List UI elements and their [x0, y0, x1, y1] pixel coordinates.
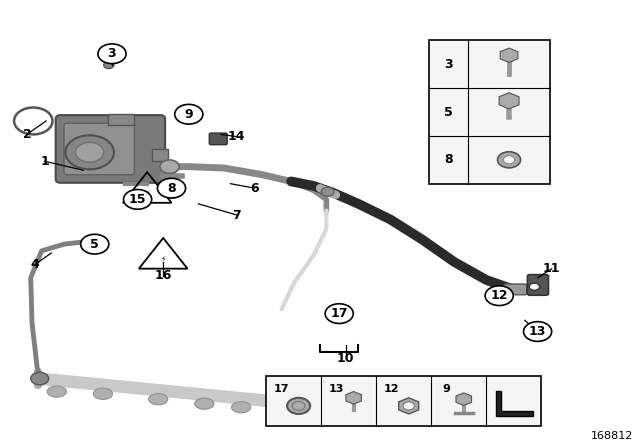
Text: 6: 6	[250, 181, 259, 195]
FancyBboxPatch shape	[209, 133, 227, 145]
Bar	[152, 149, 168, 161]
Text: 10: 10	[337, 352, 355, 365]
Text: ⚡: ⚡	[161, 254, 166, 263]
Circle shape	[76, 142, 104, 162]
Text: 15: 15	[129, 193, 147, 206]
Text: 12: 12	[490, 289, 508, 302]
Circle shape	[175, 104, 203, 124]
Text: 8: 8	[444, 153, 452, 166]
Circle shape	[325, 304, 353, 323]
Circle shape	[529, 283, 540, 290]
Ellipse shape	[232, 402, 251, 413]
Ellipse shape	[93, 388, 113, 400]
Text: 12: 12	[383, 383, 399, 394]
FancyBboxPatch shape	[504, 284, 527, 295]
Circle shape	[31, 372, 49, 385]
Ellipse shape	[47, 386, 67, 397]
Text: 11: 11	[543, 262, 561, 276]
Text: 13: 13	[529, 325, 547, 338]
Circle shape	[165, 187, 180, 198]
Bar	[266, 376, 541, 426]
Text: 5: 5	[444, 105, 452, 119]
Text: 2: 2	[22, 128, 31, 141]
Text: 5: 5	[90, 237, 99, 251]
Text: 17: 17	[330, 307, 348, 320]
Circle shape	[157, 178, 186, 198]
Text: 168812: 168812	[591, 431, 634, 441]
Polygon shape	[495, 391, 532, 416]
Text: 9: 9	[442, 383, 450, 394]
Text: 17: 17	[273, 383, 289, 394]
Circle shape	[403, 402, 415, 410]
Text: 16: 16	[154, 269, 172, 282]
Bar	[108, 114, 134, 125]
Circle shape	[524, 322, 552, 341]
FancyBboxPatch shape	[56, 115, 165, 183]
Circle shape	[292, 401, 305, 410]
Text: 14: 14	[228, 130, 246, 143]
Circle shape	[503, 156, 515, 164]
FancyBboxPatch shape	[64, 123, 134, 175]
Circle shape	[160, 160, 179, 173]
Circle shape	[104, 61, 114, 69]
Text: 4: 4	[31, 258, 40, 271]
Circle shape	[287, 398, 310, 414]
Text: 3: 3	[444, 58, 452, 71]
Circle shape	[65, 135, 114, 169]
Ellipse shape	[148, 394, 168, 405]
Bar	[429, 40, 550, 184]
Circle shape	[81, 234, 109, 254]
Text: 8: 8	[167, 181, 176, 195]
Ellipse shape	[195, 398, 214, 409]
Circle shape	[124, 190, 152, 209]
Circle shape	[177, 105, 197, 119]
Text: 1: 1	[40, 155, 49, 168]
FancyBboxPatch shape	[527, 275, 548, 295]
Text: ⚡: ⚡	[145, 188, 150, 197]
Text: 13: 13	[328, 383, 344, 394]
Text: 3: 3	[108, 47, 116, 60]
Circle shape	[485, 286, 513, 306]
Circle shape	[497, 152, 520, 168]
Circle shape	[321, 187, 334, 196]
Text: 9: 9	[184, 108, 193, 121]
Circle shape	[98, 44, 126, 64]
Text: 7: 7	[232, 208, 241, 222]
